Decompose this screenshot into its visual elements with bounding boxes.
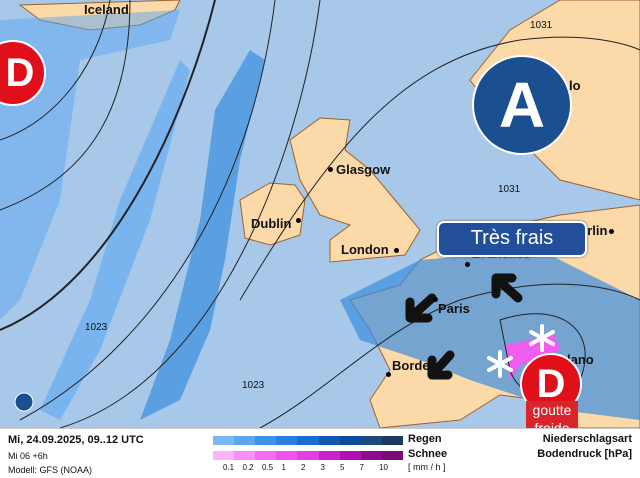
rain-color-scale	[213, 436, 403, 445]
rain-scale-swatch	[276, 436, 298, 445]
model-run: Mi 06 +6h	[8, 451, 48, 461]
snow-scale-swatch	[234, 451, 256, 460]
rain-scale-swatch	[297, 436, 319, 445]
city-dot	[465, 262, 470, 267]
legend-title: Niederschlagsart	[542, 433, 632, 445]
scale-tick: 3	[320, 463, 325, 472]
legend-snow-label: Schnee	[408, 448, 448, 460]
snow-scale-swatch	[318, 451, 340, 460]
city-dot	[609, 229, 614, 234]
scale-tick: 7	[359, 463, 364, 472]
wind-arrow-icon	[405, 273, 523, 380]
snow-scale-swatch	[339, 451, 361, 460]
rain-scale-swatch	[381, 436, 403, 445]
scale-tick: 0.1	[223, 463, 235, 472]
rain-scale-swatch	[360, 436, 382, 445]
isobars	[0, 0, 640, 428]
city-label: London	[341, 242, 389, 257]
snow-scale-swatch	[276, 451, 298, 460]
snow-scale-swatch	[297, 451, 319, 460]
scale-tick: 1	[281, 463, 286, 472]
land-britain	[289, 117, 421, 263]
valid-time: Mi, 24.09.2025, 09..12 UTC	[8, 434, 144, 446]
isobar-label: 1031	[530, 20, 553, 31]
unit-label: [ mm / h ]	[408, 462, 446, 472]
scale-tick: 5	[340, 463, 345, 472]
rain-scale-swatch	[339, 436, 361, 445]
rain-band	[140, 50, 265, 420]
globe-icon	[14, 392, 34, 412]
legend-rain-label: Regen	[408, 433, 442, 445]
model-name: Modell: GFS (NOAA)	[8, 465, 93, 475]
city-label: Glasgow	[336, 162, 391, 177]
scale-tick: 0.5	[262, 463, 274, 472]
rain-area	[0, 10, 180, 320]
scale-tick: 2	[301, 463, 306, 472]
isobar-label: 1023	[242, 380, 265, 391]
isobar-label: 1031	[498, 184, 521, 195]
city-dot	[394, 248, 399, 253]
rain-scale-swatch	[213, 436, 235, 445]
snow-scale-swatch	[255, 451, 277, 460]
isobar-label: 1023	[85, 322, 108, 333]
city-dot	[328, 167, 333, 172]
city-label: lo	[569, 78, 581, 93]
scale-tick: 10	[379, 463, 388, 472]
city-label: Borde	[392, 358, 430, 373]
city-dot	[296, 218, 301, 223]
forecast-badge: Très frais	[437, 221, 587, 257]
rain-band	[40, 60, 190, 420]
snow-scale-swatch	[360, 451, 382, 460]
city-dot	[386, 372, 391, 377]
scale-tick: 0.2	[242, 463, 254, 472]
legend-subtitle: Bodendruck [hPa]	[537, 448, 632, 460]
city-label: Paris	[438, 301, 470, 316]
rain-scale-swatch	[318, 436, 340, 445]
rain-scale-swatch	[255, 436, 277, 445]
snow-scale-swatch	[381, 451, 403, 460]
snow-scale-swatch	[213, 451, 235, 460]
city-label: Dublin	[251, 216, 292, 231]
high-pressure-marker: A	[472, 55, 572, 155]
rain-scale-swatch	[234, 436, 256, 445]
snow-icon	[487, 324, 555, 378]
city-label: Iceland	[84, 2, 129, 17]
legend-footer: Mi, 24.09.2025, 09..12 UTC Mi 06 +6h Mod…	[0, 428, 640, 478]
snow-color-scale	[213, 451, 403, 460]
city-dot	[433, 297, 438, 302]
